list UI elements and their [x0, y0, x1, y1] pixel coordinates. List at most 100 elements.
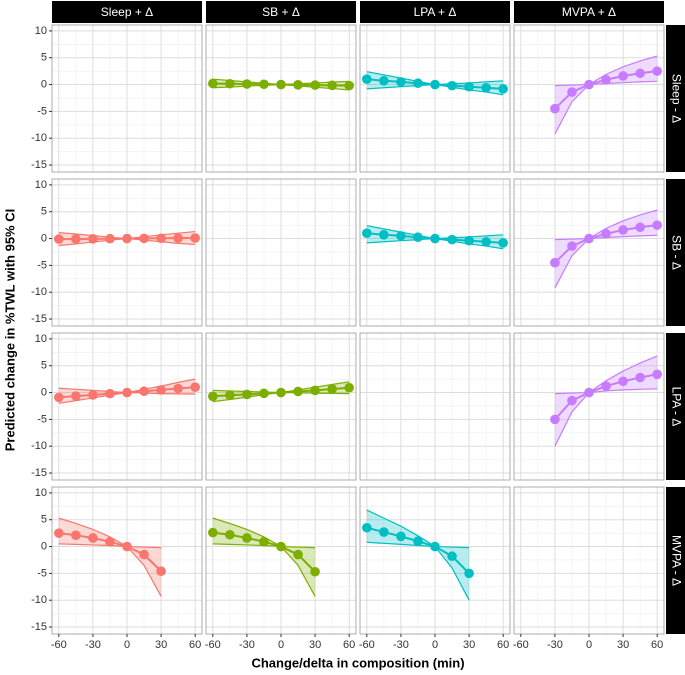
- point: [618, 225, 628, 235]
- column-strip-label: SB + Δ: [262, 5, 300, 19]
- point: [259, 388, 269, 399]
- point: [54, 392, 64, 403]
- point: [310, 385, 320, 396]
- point: [430, 79, 440, 90]
- point: [122, 387, 132, 398]
- point: [327, 80, 337, 91]
- panel-border: [205, 332, 357, 481]
- row-strip-label: LPA - Δ: [669, 387, 683, 427]
- point: [652, 220, 662, 230]
- x-tick-label: 30: [155, 639, 167, 651]
- point: [550, 103, 560, 114]
- point: [601, 74, 611, 85]
- point: [344, 80, 354, 91]
- panel-border: [359, 24, 511, 173]
- point: [208, 391, 218, 402]
- point: [242, 79, 252, 89]
- point: [567, 241, 577, 251]
- y-tick-label: -5: [37, 413, 47, 425]
- row-strip: [666, 333, 685, 480]
- row-strip-label: Sleep - Δ: [669, 74, 683, 123]
- point: [344, 382, 354, 393]
- x-tick-label: -30: [393, 639, 409, 651]
- point: [413, 232, 423, 243]
- ci-line: [212, 517, 316, 549]
- panel-border: [51, 178, 203, 327]
- point: [88, 234, 98, 244]
- panel-border: [513, 24, 665, 173]
- y-axis-title: Predicted change in %TWL with 95% CI: [2, 209, 17, 451]
- point: [413, 78, 423, 89]
- point: [635, 372, 645, 383]
- y-tick-label: -15: [31, 621, 47, 633]
- point: [293, 80, 303, 90]
- point: [481, 236, 491, 247]
- y-tick-label: 10: [35, 25, 47, 37]
- x-tick-label: -60: [205, 639, 221, 651]
- point: [379, 527, 389, 537]
- point: [447, 234, 457, 245]
- point: [71, 234, 81, 244]
- point: [54, 234, 64, 244]
- point: [105, 536, 115, 547]
- point: [225, 529, 235, 540]
- point: [190, 233, 200, 243]
- point: [464, 81, 474, 92]
- x-tick-label: -30: [85, 639, 101, 651]
- point: [584, 387, 594, 398]
- point: [173, 383, 183, 394]
- x-tick-label: 0: [586, 639, 592, 651]
- point: [276, 387, 286, 398]
- point: [430, 233, 440, 244]
- y-tick-label: 5: [41, 52, 47, 64]
- y-tick-label: -15: [31, 159, 47, 171]
- point: [88, 390, 98, 400]
- point: [464, 568, 474, 579]
- point: [173, 233, 183, 243]
- point: [242, 533, 252, 543]
- ci-line: [554, 388, 658, 447]
- point: [156, 566, 166, 577]
- x-tick-label: 30: [617, 639, 629, 651]
- panel-border: [359, 178, 511, 327]
- ci-band: [212, 518, 316, 597]
- point: [362, 74, 372, 84]
- point: [584, 233, 594, 244]
- x-tick-label: -60: [359, 639, 375, 651]
- point: [139, 549, 149, 560]
- point: [396, 77, 406, 87]
- point: [396, 231, 406, 241]
- y-tick-label: 0: [41, 232, 47, 244]
- point: [259, 79, 269, 90]
- point: [362, 522, 372, 533]
- x-tick-label: 30: [309, 639, 321, 651]
- point: [618, 71, 628, 81]
- panel-border: [513, 178, 665, 327]
- point: [225, 390, 235, 401]
- point: [652, 369, 662, 380]
- point: [430, 541, 440, 552]
- point: [310, 80, 320, 90]
- x-tick-label: 30: [463, 639, 475, 651]
- y-tick-label: 0: [41, 540, 47, 552]
- y-tick-label: 5: [41, 360, 47, 372]
- point: [156, 233, 166, 244]
- panel-border: [51, 24, 203, 173]
- x-tick-label: 60: [497, 639, 509, 651]
- row-strip: [666, 179, 685, 326]
- point: [139, 386, 149, 397]
- column-strip: [206, 1, 356, 23]
- ci-line: [554, 209, 658, 241]
- y-tick-label: -5: [37, 105, 47, 117]
- point: [122, 541, 132, 552]
- y-tick-label: 10: [35, 179, 47, 191]
- x-tick-label: 60: [189, 639, 201, 651]
- y-tick-label: -10: [31, 286, 47, 298]
- y-tick-label: -10: [31, 440, 47, 452]
- point: [122, 233, 132, 244]
- ci-line: [366, 509, 470, 549]
- x-tick-label: -60: [513, 639, 529, 651]
- column-strip-label: LPA + Δ: [414, 5, 457, 19]
- point: [447, 80, 457, 91]
- panel-border: [359, 332, 511, 481]
